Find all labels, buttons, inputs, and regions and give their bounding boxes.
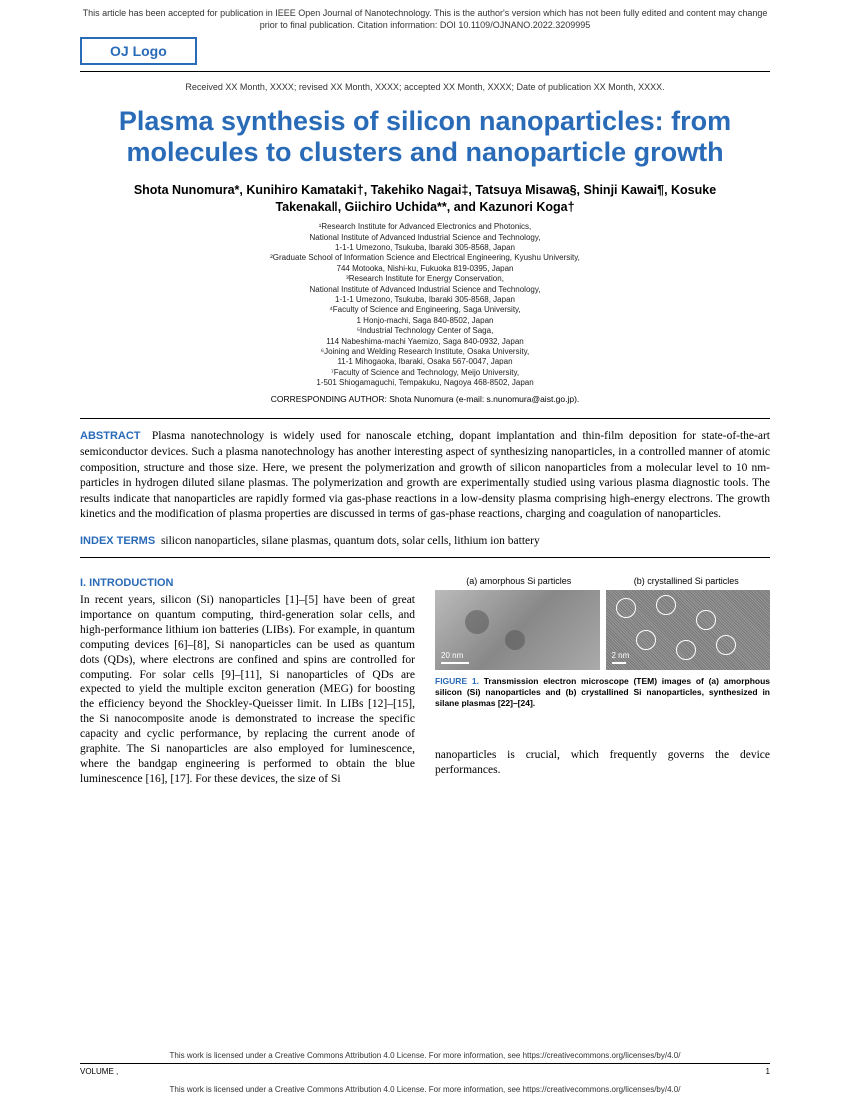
received-dates: Received XX Month, XXXX; revised XX Mont…	[80, 82, 770, 92]
affiliation-line: ⁶Joining and Welding Research Institute,…	[140, 347, 710, 357]
figure-label-a: (a) amorphous Si particles	[466, 576, 571, 588]
affiliation-line: 1-1-1 Umezono, Tsukuba, Ibaraki 305-8568…	[140, 243, 710, 253]
affiliation-line: ⁵Industrial Technology Center of Saga,	[140, 326, 710, 336]
lattice-circle-icon	[636, 630, 656, 650]
scalebar-a-bar	[441, 662, 469, 664]
affiliation-line: ³Research Institute for Energy Conservat…	[140, 274, 710, 284]
affiliation-line: National Institute of Advanced Industria…	[140, 233, 710, 243]
figure-caption: FIGURE 1. Transmission electron microsco…	[435, 676, 770, 708]
affiliation-line: ²Graduate School of Information Science …	[140, 253, 710, 263]
header-divider	[80, 71, 770, 72]
footer-volume: VOLUME ,	[80, 1067, 118, 1076]
figure-images: 20 nm 2 nm	[435, 590, 770, 670]
page: This article has been accepted for publi…	[0, 0, 850, 1100]
lattice-circle-icon	[696, 610, 716, 630]
scalebar-b-text: 2 nm	[612, 651, 630, 660]
affiliation-line: 114 Nabeshima-machi Yaemizo, Saga 840-09…	[140, 337, 710, 347]
affiliation-line: 1 Honjo-machi, Saga 840-8502, Japan	[140, 316, 710, 326]
author-list: Shota Nunomura*, Kunihiro Kamataki†, Tak…	[110, 182, 740, 216]
affiliation-line: 1-1-1 Umezono, Tsukuba, Ibaraki 305-8568…	[140, 295, 710, 305]
column-left: I. INTRODUCTION In recent years, silicon…	[80, 576, 415, 787]
figure-sublabels: (a) amorphous Si particles (b) crystalli…	[435, 576, 770, 588]
index-terms-label: INDEX TERMS	[80, 535, 155, 547]
lattice-circle-icon	[716, 635, 736, 655]
index-terms-text: silicon nanoparticles, silane plasmas, q…	[161, 535, 540, 547]
footer-page-number: 1	[766, 1067, 770, 1076]
index-terms-line: INDEX TERMS silicon nanoparticles, silan…	[80, 535, 770, 547]
abstract-label: ABSTRACT	[80, 430, 141, 442]
body-columns: I. INTRODUCTION In recent years, silicon…	[80, 576, 770, 787]
affiliation-line: ⁴Faculty of Science and Engineering, Sag…	[140, 305, 710, 315]
affiliation-line: 1-501 Shiogamaguchi, Tempakuku, Nagoya 4…	[140, 378, 710, 388]
scalebar-b: 2 nm	[612, 651, 630, 664]
license-line-lower: This work is licensed under a Creative C…	[80, 1085, 770, 1094]
figure-caption-label: FIGURE 1.	[435, 676, 479, 686]
spacer	[435, 708, 770, 748]
page-footer: VOLUME , 1	[80, 1063, 770, 1076]
abstract-paragraph: ABSTRACT Plasma nanotechnology is widely…	[80, 429, 770, 522]
column-right-tail: nanoparticles is crucial, which frequent…	[435, 748, 770, 778]
lattice-circle-icon	[656, 595, 676, 615]
figure-caption-text: Transmission electron microscope (TEM) i…	[435, 676, 770, 707]
scalebar-a: 20 nm	[441, 651, 469, 664]
paper-title: Plasma synthesis of silicon nanoparticle…	[110, 106, 740, 168]
lattice-circle-icon	[616, 598, 636, 618]
affiliation-line: 11-1 Mihogaoka, Ibaraki, Osaka 567-0047,…	[140, 357, 710, 367]
license-line-upper: This work is licensed under a Creative C…	[80, 1051, 770, 1060]
affiliation-line: ¹Research Institute for Advanced Electro…	[140, 222, 710, 232]
affiliation-line: 744 Motooka, Nishi-ku, Fukuoka 819-0395,…	[140, 264, 710, 274]
figure-label-b: (b) crystallined Si particles	[634, 576, 739, 588]
tem-image-a: 20 nm	[435, 590, 600, 670]
affiliation-line: ⁷Faculty of Science and Technology, Meij…	[140, 368, 710, 378]
abstract-box: ABSTRACT Plasma nanotechnology is widely…	[80, 418, 770, 557]
tem-image-b: 2 nm	[606, 590, 771, 670]
acceptance-notice: This article has been accepted for publi…	[80, 0, 770, 35]
corresponding-author: CORRESPONDING AUTHOR: Shota Nunomura (e-…	[80, 394, 770, 404]
section-heading-intro: I. INTRODUCTION	[80, 576, 415, 590]
affiliations: ¹Research Institute for Advanced Electro…	[140, 222, 710, 388]
column-right: (a) amorphous Si particles (b) crystalli…	[435, 576, 770, 787]
affiliation-line: National Institute of Advanced Industria…	[140, 285, 710, 295]
journal-logo: OJ Logo	[80, 37, 197, 65]
lattice-circle-icon	[676, 640, 696, 660]
abstract-text: Plasma nanotechnology is widely used for…	[80, 430, 770, 520]
scalebar-b-bar	[612, 662, 626, 664]
intro-body: In recent years, silicon (Si) nanopartic…	[80, 593, 415, 787]
scalebar-a-text: 20 nm	[441, 651, 463, 660]
